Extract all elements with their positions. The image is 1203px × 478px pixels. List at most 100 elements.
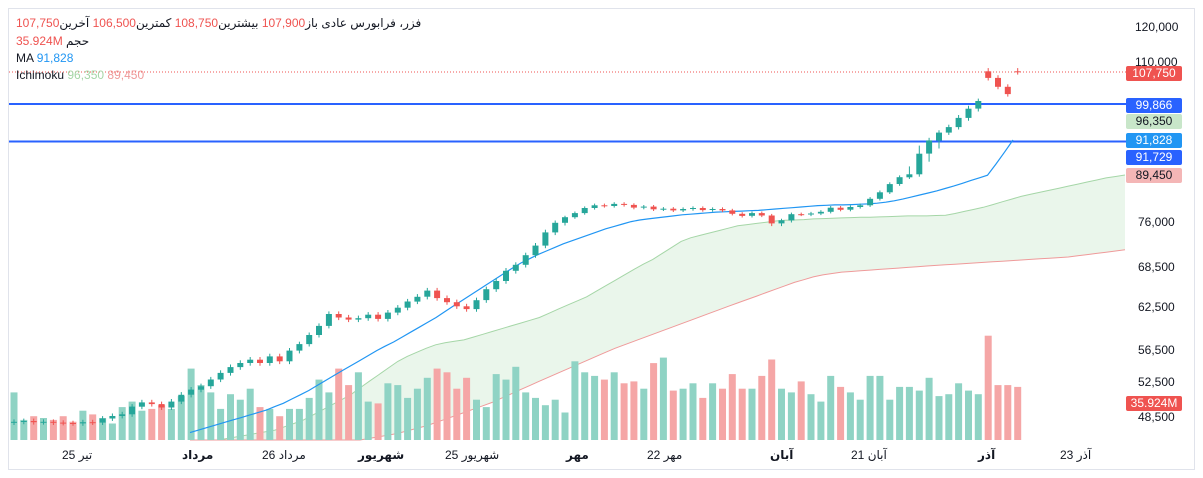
candle-body	[817, 211, 824, 214]
candle-body	[512, 264, 519, 271]
volume-bar	[532, 397, 539, 440]
x-tick-21-aban: 21 آبان	[851, 448, 887, 462]
candle-body	[503, 270, 509, 281]
candle-body	[827, 207, 834, 212]
volume-bar	[965, 390, 972, 440]
volume-bar	[807, 394, 815, 440]
candle-body	[444, 298, 450, 303]
candle-body	[40, 421, 47, 423]
candle-body	[886, 184, 893, 193]
volume-bar	[30, 416, 38, 440]
volume-bar	[335, 368, 343, 440]
volume-bar	[177, 396, 185, 440]
candle-body	[936, 132, 942, 141]
volume-bar	[227, 394, 234, 440]
volume-bar	[394, 385, 402, 440]
candle-body	[778, 220, 785, 224]
volume-bar	[630, 381, 638, 440]
x-tick-26-mordad: 26 مرداد	[262, 448, 306, 462]
volume-bar	[10, 392, 18, 440]
candle-body	[463, 306, 470, 310]
volume-bar	[1004, 385, 1012, 440]
candle-body	[670, 208, 677, 211]
candle-body	[808, 213, 814, 215]
candle-body	[148, 402, 155, 405]
volume-bar	[561, 412, 569, 440]
candle-body	[89, 422, 96, 424]
candle-body	[335, 314, 342, 318]
y-tick-76000: 76,000	[1138, 215, 1175, 229]
volume-bar	[374, 403, 382, 440]
candle-body	[611, 203, 618, 206]
volume-bar	[817, 401, 825, 440]
candle-body	[837, 207, 844, 210]
volume-bar	[778, 388, 785, 440]
x-tick-25-shahrivar: 25 شهریور	[445, 448, 500, 462]
candle-body	[207, 379, 214, 387]
candle-body	[178, 394, 185, 402]
legend-ichimoku-v1: 96,350	[67, 68, 105, 82]
candle-body	[621, 203, 628, 205]
volume-bar	[266, 408, 274, 440]
volume-bar	[138, 410, 146, 440]
candle-body	[601, 205, 608, 207]
volume-bar	[423, 377, 431, 440]
volume-bar	[354, 372, 362, 440]
y-tick-62500: 62,500	[1138, 300, 1175, 314]
volume-bar	[167, 408, 175, 440]
volume-bar	[315, 379, 323, 440]
candle-body	[70, 423, 76, 424]
x-tick-22-mehr: 22 مهر	[647, 448, 683, 462]
hline2-badge: 91,729	[1126, 150, 1182, 165]
legend-high-value: 108,750	[174, 16, 219, 30]
candle-body	[945, 127, 952, 133]
legend-ichimoku-label: Ichimoku	[16, 68, 65, 82]
candle-body	[483, 289, 490, 301]
legend-close-label: آخرین	[59, 16, 90, 30]
volume-bar	[404, 397, 412, 440]
candle-body	[532, 245, 539, 256]
volume-bar	[443, 372, 451, 440]
candle-body	[434, 290, 441, 299]
candle-body	[493, 281, 500, 290]
volume-bar	[709, 383, 717, 440]
volume-bar	[256, 407, 264, 440]
volume-bar	[551, 399, 559, 440]
candle-body	[1004, 86, 1011, 95]
candle-body	[257, 359, 263, 363]
volume-bar	[679, 388, 687, 440]
volume-bar	[305, 397, 313, 440]
candle-body	[758, 213, 765, 216]
candle-body	[926, 140, 933, 154]
volume-bar	[955, 383, 963, 440]
candle-body	[857, 205, 864, 207]
candle-body	[325, 314, 332, 326]
volume-bar	[236, 399, 244, 440]
candle-body	[1014, 71, 1021, 73]
candle-body	[581, 208, 588, 214]
legend-symbol: فزر، فرابورس عادی	[321, 16, 422, 30]
volume-bar	[620, 383, 628, 440]
candle-body	[965, 108, 972, 118]
candle-body	[237, 363, 244, 368]
x-tick-shahrivar: شهریور	[358, 448, 405, 462]
candle-body	[394, 307, 401, 313]
ma-line	[189, 139, 1014, 434]
candle-body	[522, 255, 529, 265]
candle-body	[768, 215, 775, 224]
legend-ma-label: MA	[16, 51, 34, 65]
volume-bar	[522, 392, 530, 440]
volume-bar	[463, 377, 471, 440]
legend-ichimoku: Ichimoku 96,350 89,450	[16, 68, 144, 82]
volume-bar	[659, 357, 667, 440]
volume-bar	[276, 416, 284, 440]
volume-bar	[197, 385, 205, 440]
candle-body	[247, 359, 254, 363]
legend-low-label: کمترین	[135, 16, 172, 30]
volume-bar	[581, 372, 589, 440]
candle-body	[138, 402, 145, 407]
candle-body	[739, 213, 746, 216]
legend-ohlc: فزر، فرابورس عادی باز107,900 بیشترین108,…	[16, 16, 421, 30]
candle-body	[316, 325, 322, 335]
